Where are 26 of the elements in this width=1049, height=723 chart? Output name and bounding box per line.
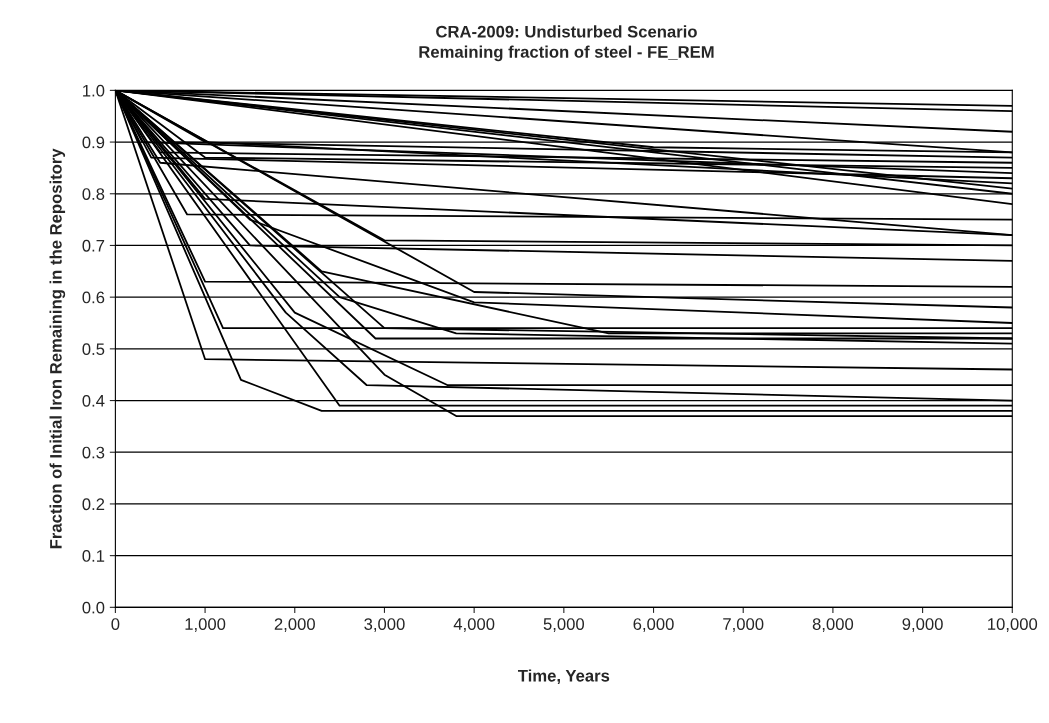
y-tick-label: 1.0	[83, 84, 105, 97]
y-tick-label: 0.4	[82, 394, 105, 407]
y-tick-label: 0.6	[82, 291, 105, 304]
x-axis-title: Time, Years	[517, 669, 610, 685]
y-axis-title: Fraction of Initial Iron Remaining in the Repository	[49, 148, 66, 549]
x-tick-label: 3,000	[364, 618, 405, 632]
x-tick-label: 5,000	[543, 618, 585, 632]
x-tick-label: 7,000	[723, 618, 764, 632]
y-tick-label: 0.8	[82, 188, 105, 200]
x-tick-label: 1,000	[185, 618, 226, 632]
x-tick-label: 4,000	[453, 618, 495, 632]
y-tick-label: 0.2	[82, 498, 105, 511]
x-tick-label: 9,000	[902, 618, 943, 632]
y-tick-label: 0.9	[82, 136, 105, 149]
y-tick-label: 0.3	[82, 446, 105, 459]
y-tick-label: 0.5	[82, 343, 105, 356]
x-tick-label: 2,000	[274, 618, 315, 632]
x-tick-label: 0	[111, 618, 120, 630]
y-tick-label: 0.1	[82, 550, 105, 562]
chart-title: CRA-2009: Undisturbed Scenario	[436, 25, 697, 38]
x-tick-label: 8,000	[812, 618, 854, 632]
x-tick-label: 6,000	[633, 618, 674, 632]
chart-subtitle: Remaining fraction of steel - FE_REM	[419, 45, 714, 62]
x-tick-label: 10,000	[988, 618, 1038, 632]
y-tick-label: 0.0	[82, 601, 105, 614]
y-tick-label: 0.7	[82, 239, 105, 252]
